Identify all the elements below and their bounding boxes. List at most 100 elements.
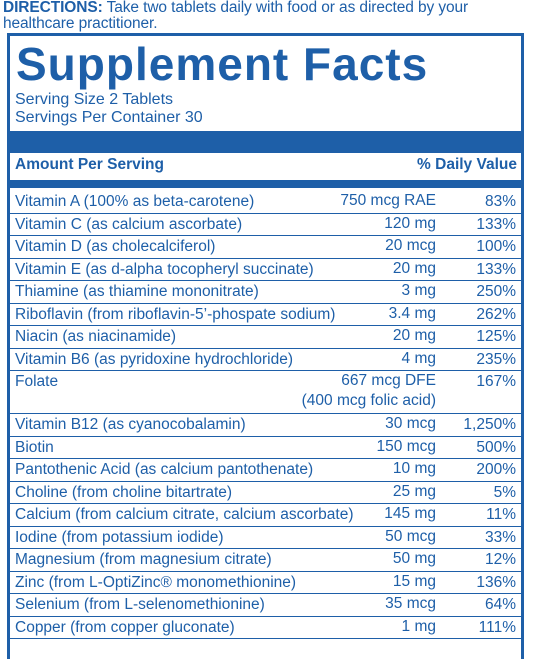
daily-value: 136% — [476, 573, 516, 591]
nutrient-name: Vitamin A (100% as beta-carotene) — [15, 193, 255, 210]
amount-value: 20 mcg — [385, 237, 436, 254]
table-row: Calcium (from calcium citrate, calcium a… — [10, 504, 521, 527]
nutrient-amount: 20 mcg — [385, 236, 436, 256]
nutrient-name: Vitamin E (as d-alpha tocopheryl succina… — [15, 260, 314, 278]
amount-value: 3 mg — [401, 282, 436, 299]
table-row: Vitamin B6 (as pyridoxine hydrochloride)… — [10, 349, 521, 371]
nutrient-amount: 3.4 mg — [389, 304, 436, 324]
nutrient-name: Iodine (from potassium iodide) — [15, 528, 224, 546]
nutrient-name: Riboflavin (from riboflavin-5’-phospate … — [15, 305, 336, 323]
daily-value: 125% — [476, 328, 516, 345]
table-row: Vitamin B12 (as cyanocobalamin) 30 mcg 1,2… — [10, 414, 521, 437]
directions-text: DIRECTIONS: Take two tablets daily with … — [3, 0, 531, 32]
daily-value: 235% — [476, 350, 516, 368]
nutrient-amount: 35 mcg — [385, 594, 436, 614]
table-row: Zinc (from L-OptiZinc® monomethionine) 15… — [10, 572, 521, 594]
daily-value: 167% — [476, 373, 516, 390]
medium-divider — [10, 180, 521, 188]
amount-value: 4 mg — [401, 349, 436, 367]
table-row: Iodine (from potassium iodide) 50 mcg 33% — [10, 527, 521, 549]
table-row: Copper (from copper gluconate) 1 mg 111% — [10, 617, 521, 639]
directions-body: Take two tablets daily with food or as d… — [3, 0, 469, 32]
amount-value: 667 mcg DFE — [341, 372, 436, 389]
daily-value: 1,250% — [463, 416, 516, 433]
daily-value: 250% — [476, 283, 516, 300]
daily-value: 111% — [478, 618, 516, 636]
daily-value: 11% — [486, 506, 516, 523]
nutrient-amount: 3 mg — [402, 281, 436, 301]
nutrient-amount: 50 mcg — [385, 527, 436, 547]
nutrient-name: Vitamin D (as cholecalciferol) — [15, 238, 216, 255]
nutrient-name: Calcium (from calcium citrate, calcium a… — [15, 506, 354, 523]
amount-value: 35 mcg — [385, 595, 436, 612]
amount-value: 145 mg — [384, 505, 436, 522]
nutrient-name: Pantothenic Acid (as calcium pantothenat… — [15, 461, 314, 478]
servings-per-container: Servings Per Container 30 — [15, 109, 203, 126]
nutrient-name: Biotin — [15, 438, 54, 456]
amount-value: 20 mg — [392, 259, 436, 277]
amount-value: 50 mg — [392, 550, 436, 567]
daily-value: 33% — [484, 528, 516, 546]
nutrient-table: Vitamin A (100% as beta-carotene) 750 mcg… — [10, 191, 521, 639]
daily-value: 262% — [476, 305, 516, 323]
daily-value: 12% — [484, 551, 516, 568]
amount-value: 10 mg — [392, 460, 436, 477]
daily-value: 5% — [493, 483, 516, 501]
daily-value: 133% — [476, 260, 516, 278]
amount-value: 25 mg — [392, 482, 436, 500]
serving-size: Serving Size 2 Tablets — [15, 91, 174, 108]
nutrient-amount: 1 mg — [402, 617, 436, 637]
amount-value: 1 mg — [401, 617, 436, 635]
table-row: Choline (from choline bitartrate) 25 mg 5% — [10, 482, 521, 504]
table-row: Vitamin E (as d-alpha tocopheryl succina… — [10, 259, 521, 281]
nutrient-amount: 20 mg — [393, 326, 436, 346]
daily-value: 500% — [476, 438, 516, 456]
nutrient-amount: 750 mcg RAE — [340, 191, 436, 211]
table-header: Amount Per Serving % Daily Value — [15, 156, 517, 176]
amount-value: 750 mcg RAE — [340, 192, 436, 209]
table-row: Pantothenic Acid (as calcium pantothenat… — [10, 459, 521, 482]
table-row: Magnesium (from magnesium citrate) 50 mg 1… — [10, 549, 521, 572]
amount-value: 150 mcg — [376, 437, 436, 455]
nutrient-name: Selenium (from L-selenomethionine) — [15, 596, 265, 613]
nutrient-name: Niacin (as niacinamide) — [15, 328, 177, 345]
table-row: Vitamin C (as calcium ascorbate) 120 mg 13… — [10, 214, 521, 236]
table-row: Riboflavin (from riboflavin-5’-phospate … — [10, 304, 521, 326]
nutrient-amount: 667 mcg DFE (400 mcg folic acid) — [302, 371, 436, 411]
amount-value: 30 mcg — [385, 415, 436, 432]
amount-value: 50 mcg — [385, 527, 436, 545]
nutrient-amount: 25 mg — [393, 482, 436, 502]
nutrient-name: Copper (from copper gluconate) — [15, 618, 235, 636]
amount-note: (400 mcg folic acid) — [301, 392, 436, 409]
nutrient-amount: 4 mg — [402, 349, 436, 369]
nutrient-amount: 120 mg — [384, 214, 436, 234]
amount-per-serving-header: Amount Per Serving — [15, 156, 164, 173]
directions-label: DIRECTIONS: — [3, 0, 103, 16]
daily-value: 133% — [476, 215, 516, 233]
nutrient-name: Zinc (from L-OptiZinc® monomethionine) — [15, 573, 297, 591]
nutrient-amount: 145 mg — [384, 504, 436, 524]
nutrient-amount: 30 mcg — [385, 414, 436, 434]
daily-value: 83% — [484, 193, 516, 210]
supplement-facts-panel: Supplement Facts Serving Size 2 Tablets … — [7, 33, 524, 659]
table-row: Vitamin D (as cholecalciferol) 20 mcg 100% — [10, 236, 521, 259]
amount-value: 15 mg — [392, 572, 436, 590]
nutrient-name: Folate — [15, 373, 59, 390]
daily-value: 200% — [476, 461, 516, 478]
nutrient-amount: 50 mg — [393, 549, 436, 569]
nutrient-name: Vitamin B6 (as pyridoxine hydrochloride) — [15, 350, 293, 368]
table-row: Niacin (as niacinamide) 20 mg 125% — [10, 326, 521, 349]
nutrient-amount: 20 mg — [393, 259, 436, 279]
amount-value: 20 mg — [392, 327, 436, 344]
table-row: Biotin 150 mcg 500% — [10, 437, 521, 459]
nutrient-name: Thiamine (as thiamine mononitrate) — [15, 283, 259, 300]
nutrient-amount: 10 mg — [393, 459, 436, 479]
panel-title: Supplement Facts — [16, 38, 429, 90]
nutrient-amount: 15 mg — [393, 572, 436, 592]
daily-value-header: % Daily Value — [417, 156, 517, 173]
daily-value: 64% — [484, 596, 516, 613]
nutrient-amount: 150 mcg — [377, 437, 436, 457]
amount-value: 3.4 mg — [388, 304, 436, 322]
table-row: Thiamine (as thiamine mononitrate) 3 mg 25… — [10, 281, 521, 304]
nutrient-name: Magnesium (from magnesium citrate) — [15, 551, 272, 568]
